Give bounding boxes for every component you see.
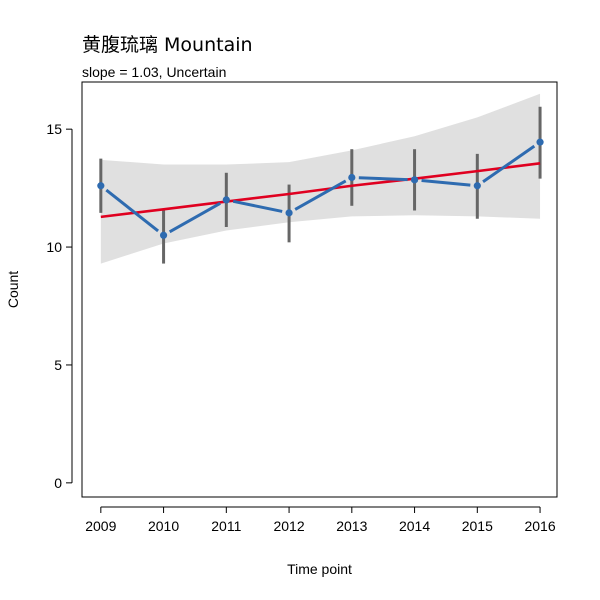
x-tick-label: 2015: [462, 518, 493, 534]
series-segment: [168, 202, 221, 234]
series-line-layer: [105, 144, 536, 234]
series-segment: [105, 188, 160, 233]
series-segment: [232, 199, 283, 213]
trend-line: [100, 162, 541, 219]
x-tick-label: 2014: [399, 518, 430, 534]
x-tick-label: 2016: [524, 518, 555, 534]
series-segment: [482, 144, 536, 183]
y-tick-label: 5: [54, 357, 62, 373]
data-point: [348, 173, 356, 182]
x-tick-label: 2012: [273, 518, 304, 534]
y-tick-label: 10: [46, 239, 62, 255]
data-point: [222, 196, 230, 204]
x-tick-label: 2009: [85, 518, 116, 534]
chart-title: 黄腹琉璃 Mountain: [82, 34, 253, 56]
data-point: [159, 231, 168, 239]
x-axis: 2009 2010 2011 2012 2013 2014 2015 2016: [85, 506, 556, 534]
series-segment: [421, 179, 471, 187]
x-axis-title: Time point: [287, 561, 352, 577]
series-segment: [294, 179, 347, 211]
series-segment: [358, 176, 408, 182]
chart-subtitle: slope = 1.03, Uncertain: [82, 64, 227, 80]
data-point: [536, 138, 544, 146]
data-point: [410, 176, 419, 184]
trend-line-layer: [100, 162, 541, 219]
data-point: [473, 182, 481, 190]
confidence-band: [100, 93, 541, 264]
x-tick-label: 2010: [148, 518, 179, 534]
data-point: [285, 209, 293, 217]
data-point: [97, 182, 105, 190]
plot-frame: [81, 81, 558, 498]
y-axis: 0 5 10 15: [46, 121, 73, 491]
x-tick-label: 2013: [336, 518, 367, 534]
data-point-layer: [97, 138, 544, 239]
y-tick-label: 0: [54, 475, 62, 491]
y-axis-title: Count: [5, 271, 21, 308]
y-tick-label: 15: [46, 121, 62, 137]
x-tick-label: 2011: [211, 518, 241, 534]
confidence-band-layer: [100, 93, 541, 264]
